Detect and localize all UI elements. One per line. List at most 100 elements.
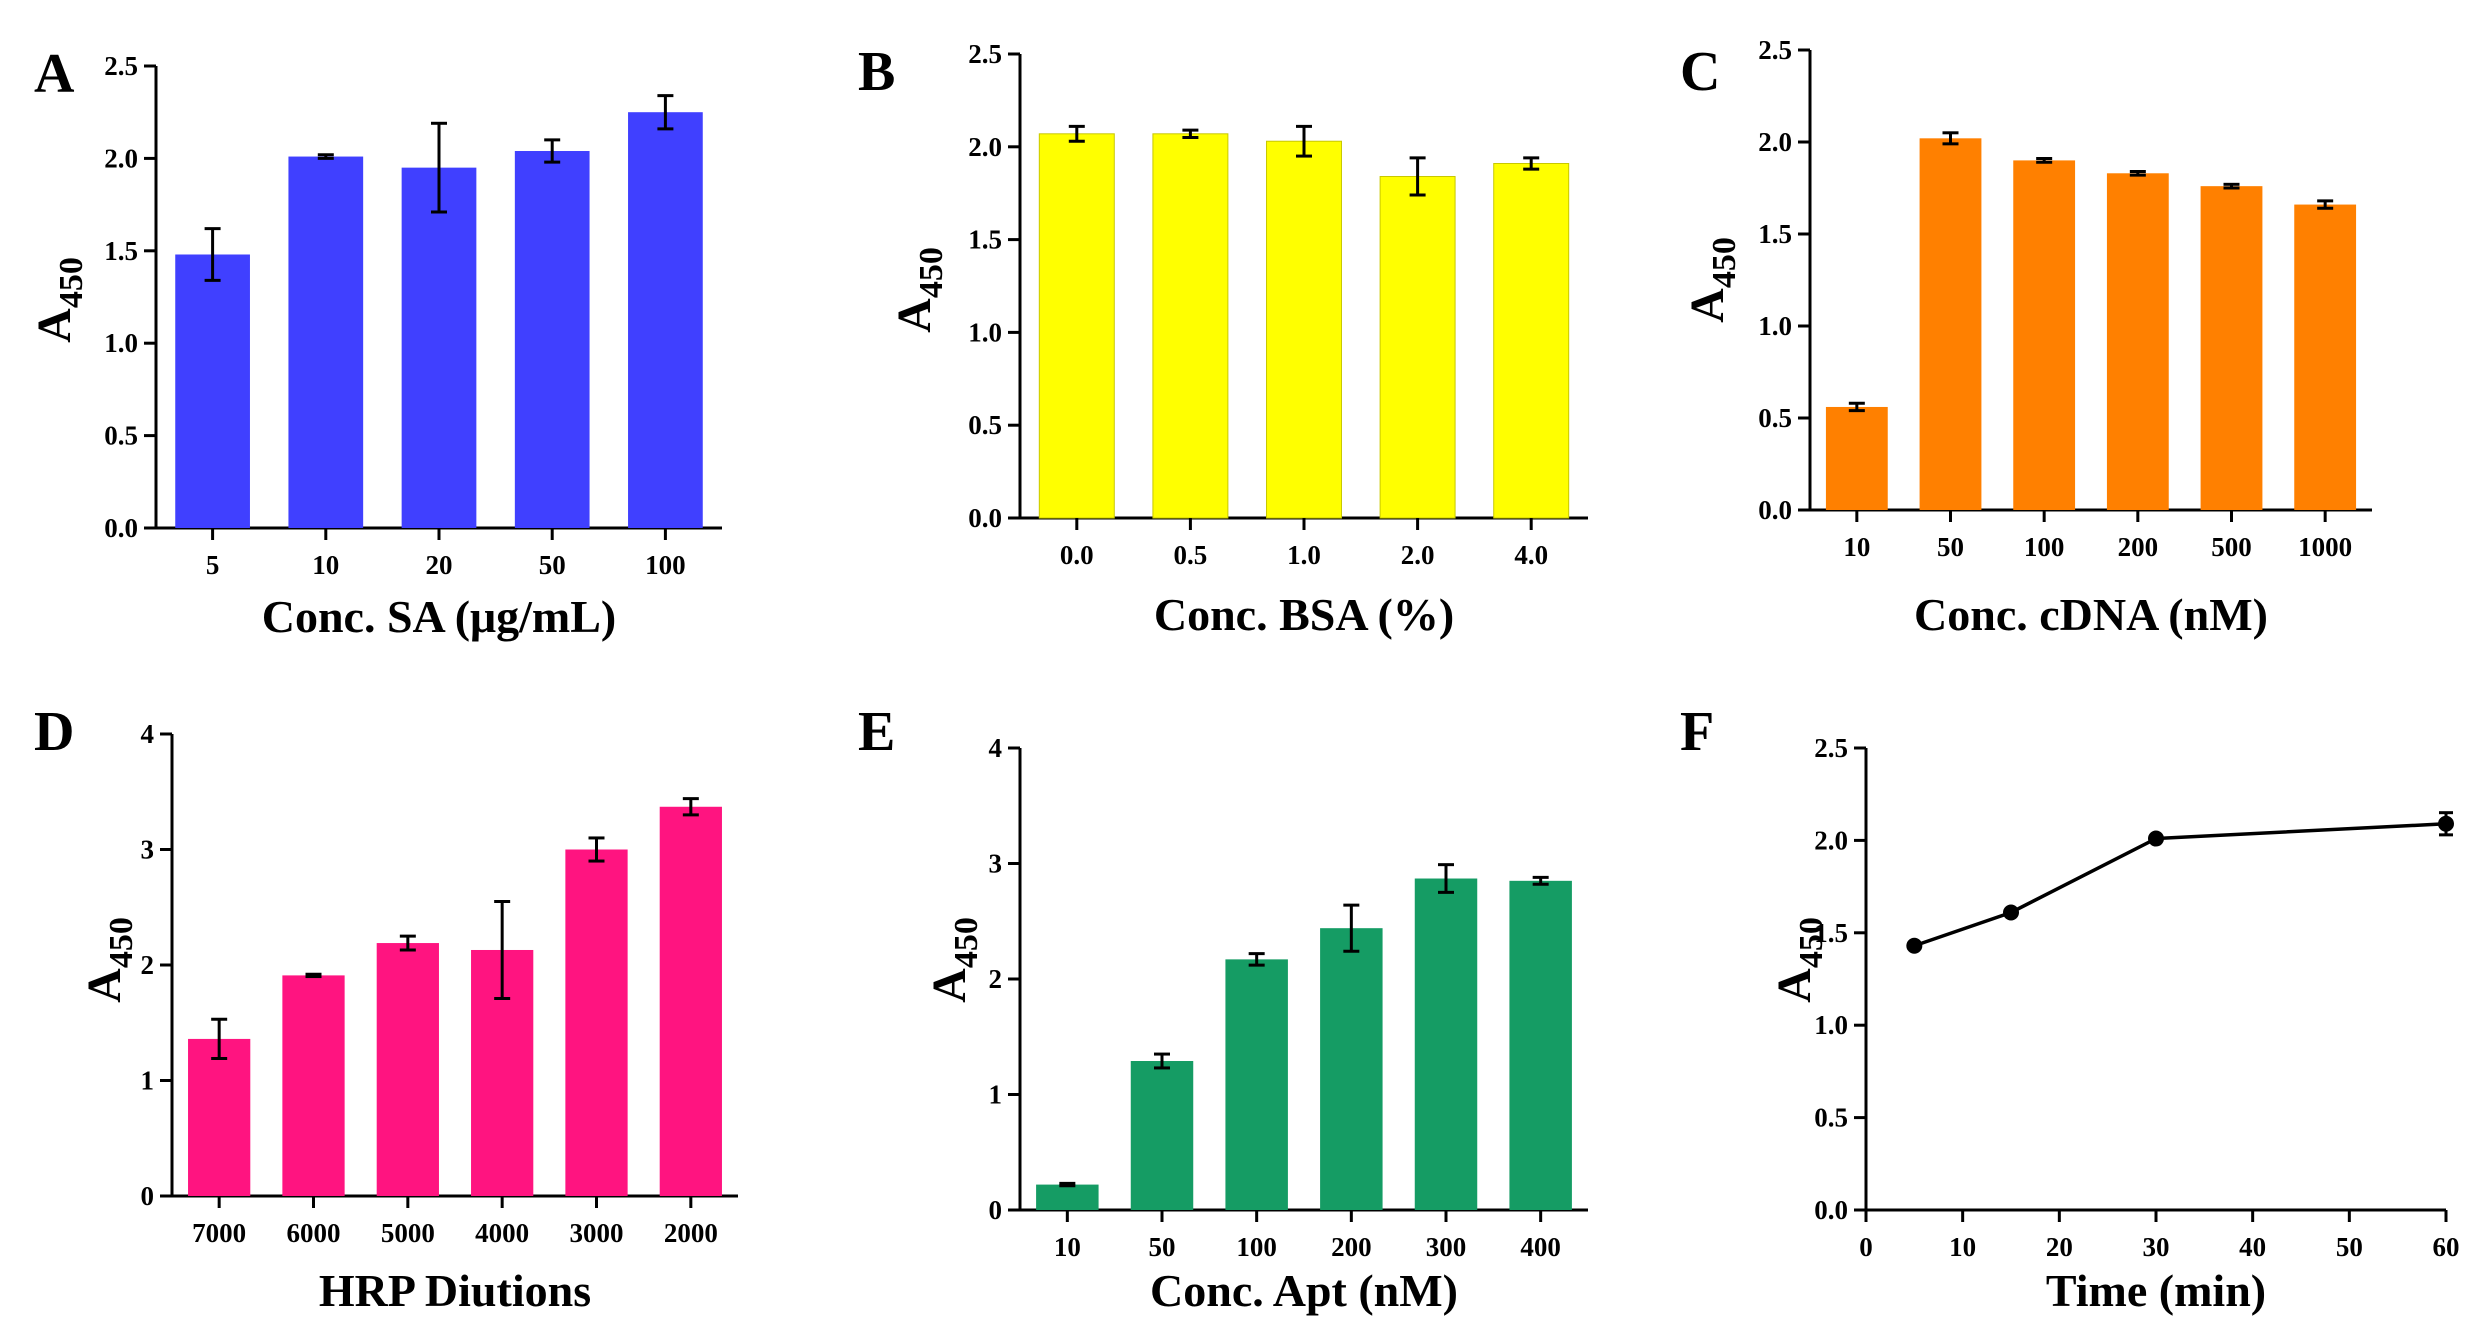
x-tick-label: 10 [1054,1232,1081,1262]
bar [376,943,439,1196]
x-tick-label: 200 [2118,532,2159,562]
series-line [1913,822,2447,948]
y-tick-label: 1 [141,1066,155,1096]
y-tick-label: 2 [141,950,155,980]
x-tick-label: 40 [2239,1232,2266,1262]
y-axis-label: A450 [28,257,90,343]
y-tick-label: 0.0 [1758,495,1792,525]
y-tick-label: 1.5 [1814,918,1848,948]
x-tick-label: 4.0 [1514,540,1548,570]
bar [1509,880,1572,1210]
y-tick-label: 2.5 [1814,733,1848,763]
bar [1130,1061,1194,1210]
x-axis-label: Conc. SA (μg/mL) [262,591,616,642]
bar [1379,175,1456,519]
x-tick-label: 20 [426,550,453,580]
bar [1919,138,1982,510]
y-tick-label: 2 [989,964,1003,994]
y-tick-label: 0.5 [968,410,1002,440]
y-axis-label: A450 [923,917,985,1003]
x-tick-label: 100 [645,550,686,580]
bar [1493,163,1570,519]
y-tick-label: 4 [141,719,155,749]
bar [288,156,364,528]
x-axis-label: Conc. cDNA (nM) [1914,589,2268,640]
y-tick-label: 1.0 [968,317,1002,347]
x-tick-label: 300 [1426,1232,1467,1262]
panel-letter: B [858,41,895,103]
x-tick-label: 4000 [475,1218,529,1248]
x-tick-label: 1.0 [1287,540,1321,570]
y-tick-label: 2.0 [104,143,138,173]
y-tick-label: 0.0 [968,503,1002,533]
x-tick-label: 0.0 [1060,540,1094,570]
panel-letter: A [34,43,75,105]
y-tick-label: 0.5 [1758,403,1792,433]
data-point [2148,830,2164,847]
y-tick-label: 0 [141,1181,155,1211]
x-tick-label: 0 [1859,1232,1873,1262]
panel-letter: F [1680,701,1714,763]
bar [565,849,628,1196]
bar [401,167,477,528]
y-tick-label: 1 [989,1080,1003,1110]
panel-e: E 0 1 2 3 4 10 50 100 200 300 400 Conc. Apt (nM) A450 [858,701,1588,1316]
bar [628,112,703,528]
x-tick-label: 1000 [2298,532,2352,562]
panel-letter: E [858,701,895,763]
data-point [2003,904,2019,921]
y-tick-label: 1.0 [104,328,138,358]
x-tick-label: 3000 [570,1218,624,1248]
y-tick-label: 3 [989,849,1003,879]
bar [2294,204,2357,510]
y-tick-label: 1.0 [1814,1010,1848,1040]
x-tick-label: 7000 [192,1218,246,1248]
bar [188,1038,251,1196]
panel-letter: D [34,701,74,763]
bar [1225,959,1288,1210]
y-tick-label: 0 [989,1195,1003,1225]
x-tick-label: 10 [1949,1232,1976,1262]
x-tick-label: 20 [2046,1232,2073,1262]
bar [1152,133,1229,519]
y-tick-label: 0.0 [104,513,138,543]
y-tick-label: 2.0 [1814,825,1848,855]
bar [514,151,590,528]
y-tick-label: 2.0 [1758,127,1792,157]
x-tick-label: 5000 [381,1218,435,1248]
x-axis-label: Conc. Apt (nM) [1150,1265,1458,1316]
panel-letter: C [1680,41,1720,103]
y-tick-label: 1.0 [1758,311,1792,341]
x-tick-label: 50 [1937,532,1964,562]
y-axis-label: A450 [1768,917,1830,1003]
panel-b: B 0.0 0.5 1.0 1.5 2.0 2.5 0.0 0.5 1.0 2.0 4.0 Conc. … [858,39,1588,640]
data-point [2438,815,2454,832]
x-tick-label: 10 [1843,532,1870,562]
y-tick-label: 1.5 [968,225,1002,255]
y-tick-label: 2.0 [968,132,1002,162]
y-tick-label: 2.5 [968,39,1002,69]
panel-d: D 0 1 2 3 4 7000 6000 5000 4000 3000 2000 HRP Diutio… [34,701,738,1316]
x-tick-label: 30 [2143,1232,2170,1262]
x-tick-label: 400 [1520,1232,1561,1262]
x-axis-label: Time (min) [2046,1265,2266,1316]
y-tick-label: 0.0 [1814,1195,1848,1225]
bar [175,254,250,528]
x-tick-label: 50 [1149,1232,1176,1262]
y-tick-label: 2.5 [1758,35,1792,65]
x-tick-label: 100 [2024,532,2065,562]
x-axis-label: HRP Diutions [319,1265,591,1316]
x-tick-label: 10 [312,550,339,580]
x-tick-label: 2000 [664,1218,718,1248]
bar [1266,140,1342,519]
y-tick-label: 1.5 [104,236,138,266]
x-tick-label: 60 [2433,1232,2460,1262]
x-tick-label: 500 [2211,532,2252,562]
bar [2106,173,2169,510]
bar [1414,878,1478,1210]
x-tick-label: 200 [1331,1232,1372,1262]
bar [282,975,345,1196]
y-tick-label: 1.5 [1758,219,1792,249]
x-tick-label: 100 [1236,1232,1277,1262]
